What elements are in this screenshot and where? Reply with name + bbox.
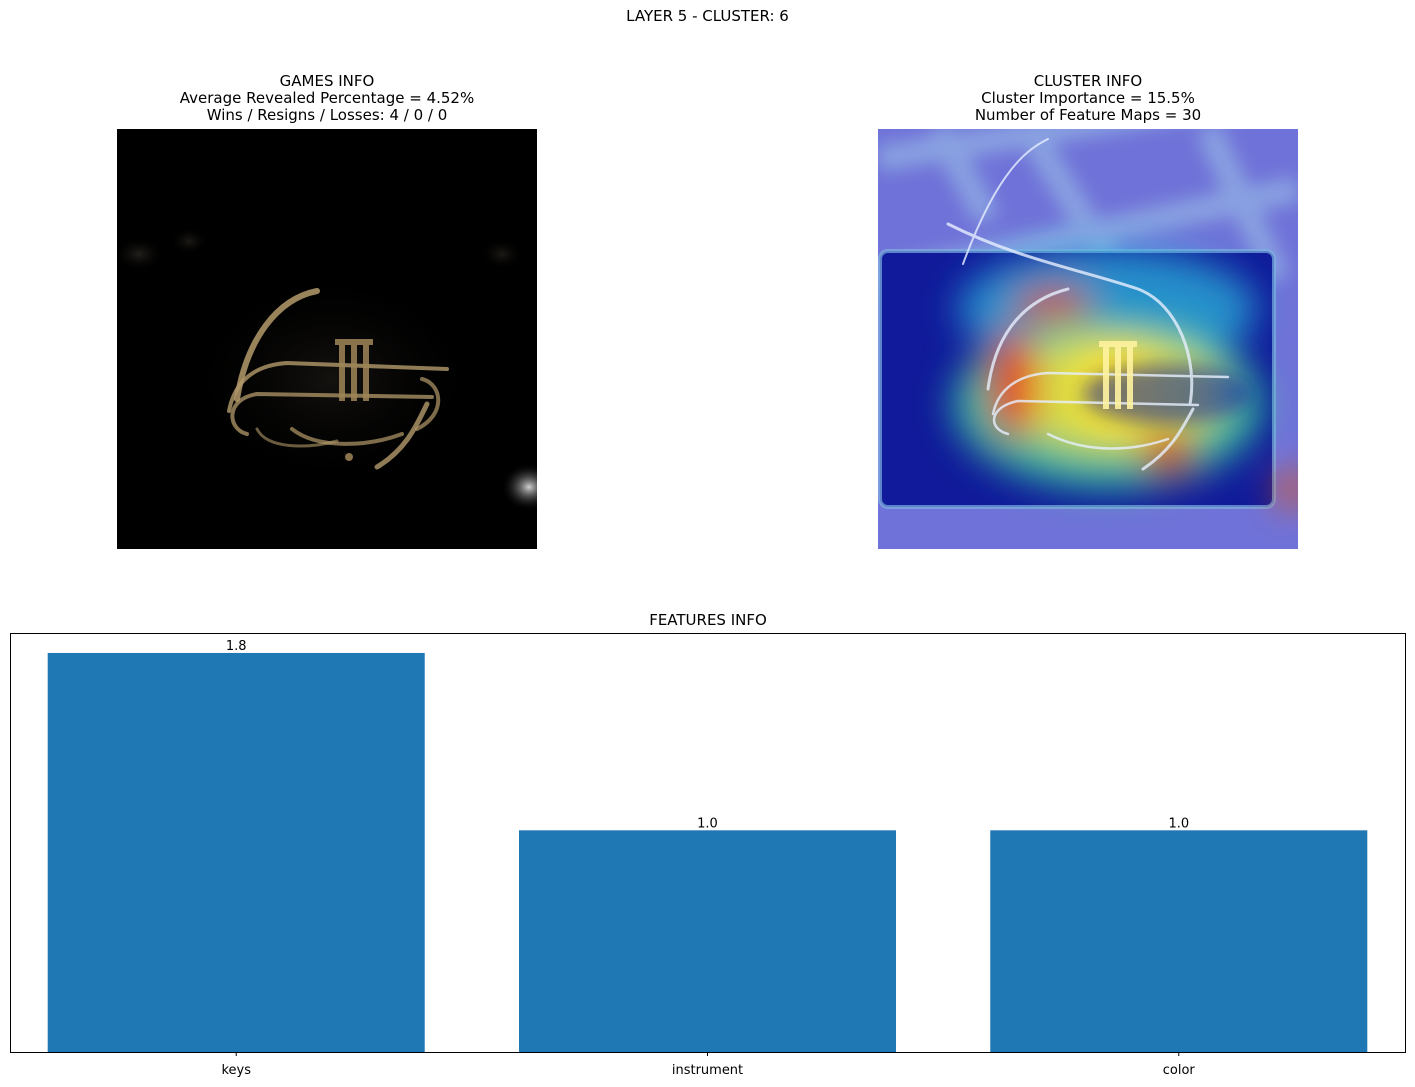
cluster-importance: Cluster Importance = 15.5% [981, 89, 1195, 107]
bar-keys [47, 652, 425, 1052]
number-of-feature-maps: Number of Feature Maps = 30 [974, 106, 1202, 124]
bar-color [990, 830, 1368, 1052]
x-tick-label-color: color [1163, 1063, 1196, 1078]
wins-resigns-losses: Wins / Resigns / Losses: 4 / 0 / 0 [206, 106, 448, 124]
average-revealed-percentage: Average Revealed Percentage = 4.52% [179, 89, 475, 107]
bar-value-label-keys: 1.8 [226, 639, 247, 654]
chart-title: FEATURES INFO [649, 611, 767, 629]
cluster-info-title-block: CLUSTER INFO Cluster Importance = 15.5% … [878, 73, 1298, 124]
games-info-title-block: GAMES INFO Average Revealed Percentage =… [117, 73, 537, 124]
cluster-info-title: CLUSTER INFO [1033, 72, 1143, 90]
trumpet-heatmap-overlay-image [878, 129, 1298, 549]
features-bar-chart: 1.8 1.0 1.0 keys instrument color [10, 633, 1406, 1078]
x-tick-label-keys: keys [221, 1063, 251, 1078]
figure-title: LAYER 5 - CLUSTER: 6 [626, 7, 789, 25]
bar-value-label-color: 1.0 [1168, 816, 1189, 831]
masked-trumpet-image [117, 129, 537, 549]
games-info-title: GAMES INFO [279, 72, 375, 90]
x-tick-label-instrument: instrument [672, 1063, 743, 1078]
bar-instrument [518, 830, 897, 1052]
bar-value-label-instrument: 1.0 [697, 816, 718, 831]
